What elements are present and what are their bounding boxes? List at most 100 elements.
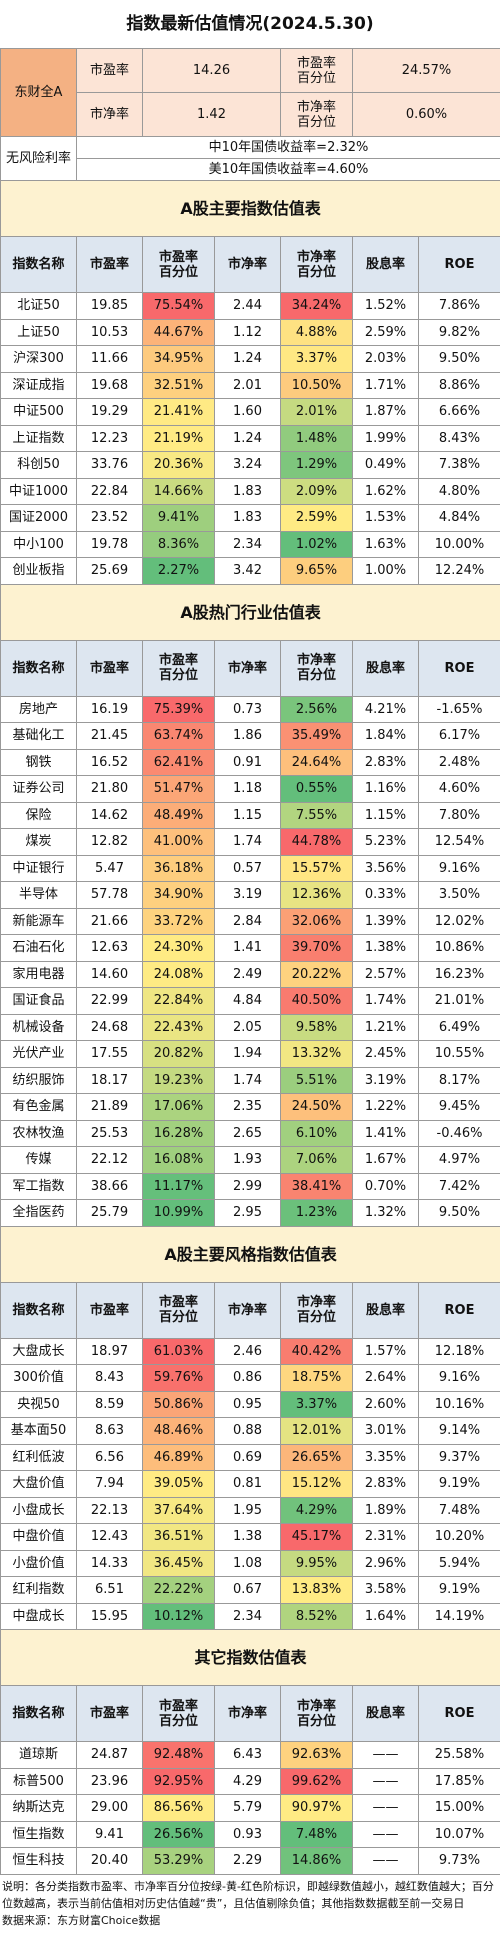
value-cell: 23.52 <box>76 504 143 532</box>
value-cell: 35.49% <box>280 722 353 750</box>
value-cell: 24.50% <box>280 1093 353 1121</box>
value-cell: 1.74% <box>352 987 419 1015</box>
value-cell: 18.17 <box>76 1066 143 1094</box>
value-cell: 10.00% <box>417 530 500 558</box>
value-cell: 14.33 <box>76 1549 143 1577</box>
header-row: 指数名称 市盈率 市盈率 百分位 市净率 市净率 百分位 股息率 ROE <box>0 1685 500 1742</box>
summary-cell: 市盈率 百分位 <box>280 48 353 93</box>
value-cell: 2.57% <box>352 960 419 988</box>
value-cell: 25.53 <box>76 1119 143 1147</box>
value-cell: 7.55% <box>280 801 353 829</box>
index-name: 半导体 <box>0 881 77 909</box>
data-row: 道琼斯 24.87 92.48% 6.43 92.63% —— 25.58% <box>0 1741 500 1769</box>
value-cell: 9.50% <box>417 1199 500 1227</box>
value-cell: 1.39% <box>352 907 419 935</box>
value-cell: -1.65% <box>417 695 500 723</box>
value-cell: 4.29% <box>280 1496 353 1524</box>
value-cell: 9.16% <box>417 1364 500 1392</box>
value-cell: 11.17% <box>142 1172 215 1200</box>
value-cell: 1.16% <box>352 775 419 803</box>
index-name: 国证食品 <box>0 987 77 1015</box>
index-name: 国证2000 <box>0 504 77 532</box>
value-cell: 0.33% <box>352 881 419 909</box>
index-name: 家用电器 <box>0 960 77 988</box>
value-cell: 16.08% <box>142 1146 215 1174</box>
value-cell: 24.68 <box>76 1013 143 1041</box>
value-cell: 8.36% <box>142 530 215 558</box>
value-cell: 92.48% <box>142 1741 215 1769</box>
column-header: ROE <box>417 1281 500 1339</box>
value-cell: 14.66% <box>142 477 215 505</box>
value-cell: 90.97% <box>280 1794 353 1822</box>
value-cell: 26.65% <box>280 1443 353 1471</box>
value-cell: 41.00% <box>142 828 215 856</box>
value-cell: 7.94 <box>76 1470 143 1498</box>
value-cell: 2.64% <box>352 1364 419 1392</box>
value-cell: 24.87 <box>76 1741 143 1769</box>
value-cell: 10.12% <box>142 1602 215 1630</box>
value-cell: 9.41 <box>76 1820 143 1848</box>
value-cell: 63.74% <box>142 722 215 750</box>
value-cell: 22.84% <box>142 987 215 1015</box>
value-cell: 1.38 <box>214 1523 281 1551</box>
note-line: 数据来源：东方财富Choice数据 <box>2 1913 161 1927</box>
column-header: ROE <box>417 639 500 697</box>
value-cell: 10.55% <box>417 1040 500 1068</box>
value-cell: 59.76% <box>142 1364 215 1392</box>
value-cell: 2.45% <box>352 1040 419 1068</box>
value-cell: 1.57% <box>352 1337 419 1365</box>
column-header: 股息率 <box>352 639 419 697</box>
data-row: 保险 14.62 48.49% 1.15 7.55% 1.15% 7.80% <box>0 801 500 829</box>
index-name: 红利低波 <box>0 1443 77 1471</box>
value-cell: 0.49% <box>352 451 419 479</box>
notes: 说明：各分类指数市盈率、市净率百分位按绿-黄-红色阶标识，即越绿数值越小，越红数… <box>0 1875 500 1939</box>
section-title-row: A股主要风格指数估值表 <box>0 1225 500 1283</box>
value-cell: 2.05 <box>214 1013 281 1041</box>
data-row: 科创50 33.76 20.36% 3.24 1.29% 0.49% 7.38% <box>0 451 500 479</box>
value-cell: 33.72% <box>142 907 215 935</box>
index-name: 石油石化 <box>0 934 77 962</box>
column-header: 市盈率 百分位 <box>142 1685 215 1742</box>
data-row: 国证2000 23.52 9.41% 1.83 2.59% 1.53% 4.84% <box>0 504 500 532</box>
data-row: 小盘价值 14.33 36.45% 1.08 9.95% 2.96% 5.94% <box>0 1549 500 1577</box>
data-row: 有色金属 21.89 17.06% 2.35 24.50% 1.22% 9.45% <box>0 1093 500 1121</box>
value-cell: 2.59% <box>352 318 419 346</box>
value-cell: 9.19% <box>417 1576 500 1604</box>
index-name: 大盘价值 <box>0 1470 77 1498</box>
value-cell: 1.24 <box>214 424 281 452</box>
index-name: 上证50 <box>0 318 77 346</box>
value-cell: 3.42 <box>214 557 281 585</box>
data-row: 恒生指数 9.41 26.56% 0.93 7.48% —— 10.07% <box>0 1820 500 1848</box>
data-row: 中证500 19.29 21.41% 1.60 2.01% 1.87% 6.66% <box>0 398 500 426</box>
value-cell: 1.94 <box>214 1040 281 1068</box>
data-row: 北证50 19.85 75.54% 2.44 34.24% 1.52% 7.86% <box>0 292 500 320</box>
value-cell: 21.66 <box>76 907 143 935</box>
value-cell: —— <box>352 1741 419 1769</box>
data-row: 全指医药 25.79 10.99% 2.95 1.23% 1.32% 9.50% <box>0 1199 500 1227</box>
value-cell: 1.29% <box>280 451 353 479</box>
value-cell: 9.14% <box>417 1417 500 1445</box>
value-cell: 9.16% <box>417 854 500 882</box>
data-row: 家用电器 14.60 24.08% 2.49 20.22% 2.57% 16.23% <box>0 960 500 988</box>
data-row: 光伏产业 17.55 20.82% 1.94 13.32% 2.45% 10.55% <box>0 1040 500 1068</box>
data-row: 恒生科技 20.40 53.29% 2.29 14.86% —— 9.73% <box>0 1847 500 1875</box>
value-cell: 6.43 <box>214 1741 281 1769</box>
data-row: 大盘成长 18.97 61.03% 2.46 40.42% 1.57% 12.18% <box>0 1337 500 1365</box>
value-cell: 2.65 <box>214 1119 281 1147</box>
value-cell: 57.78 <box>76 881 143 909</box>
index-name: 300价值 <box>0 1364 77 1392</box>
header-row: 指数名称 市盈率 市盈率 百分位 市净率 市净率 百分位 股息率 ROE <box>0 1281 500 1339</box>
column-header: 市盈率 百分位 <box>142 1281 215 1339</box>
value-cell: 13.83% <box>280 1576 353 1604</box>
data-row: 军工指数 38.66 11.17% 2.99 38.41% 0.70% 7.42% <box>0 1172 500 1200</box>
value-cell: 12.54% <box>417 828 500 856</box>
index-name: 恒生科技 <box>0 1847 77 1875</box>
index-name: 大盘成长 <box>0 1337 77 1365</box>
value-cell: 24.64% <box>280 748 353 776</box>
value-cell: 8.52% <box>280 1602 353 1630</box>
column-header: 市净率 <box>214 236 281 293</box>
data-row: 沪深300 11.66 34.95% 1.24 3.37% 2.03% 9.50% <box>0 345 500 373</box>
value-cell: 0.95 <box>214 1390 281 1418</box>
index-name: 机械设备 <box>0 1013 77 1041</box>
column-header: 市净率 百分位 <box>280 1685 353 1742</box>
